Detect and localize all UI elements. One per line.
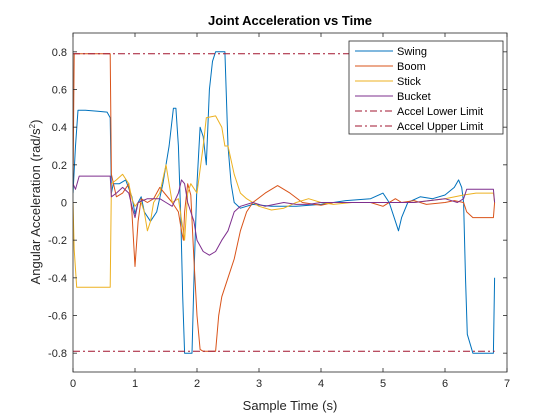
y-axis: -0.8 -0.6 -0.4 -0.2 0 0.2 0.4 0.6 0.8 <box>48 47 507 360</box>
x-axis: 0 1 2 3 4 5 6 7 <box>70 33 510 390</box>
x-tick-label: 2 <box>194 378 200 390</box>
x-axis-label: Sample Time (s) <box>243 398 338 413</box>
series-line-bucket <box>73 175 496 256</box>
x-tick-label: 0 <box>70 378 76 390</box>
x-tick-label: 7 <box>504 378 510 390</box>
legend: Swing Boom Stick Bucket Accel Lower Limit Acc… <box>348 40 504 135</box>
y-axis-label-superscript: 2 <box>28 123 37 128</box>
y-axis-label: Angular Acceleration (rad/s2) <box>28 120 43 285</box>
series-line-stick <box>73 115 496 288</box>
legend-entry-label: Accel Lower Limit <box>397 106 483 118</box>
legend-entry-label: Stick <box>397 76 421 88</box>
legend-box <box>348 40 504 135</box>
legend-entry-label: Boom <box>397 61 426 73</box>
y-tick-label: -0.6 <box>48 311 67 323</box>
y-axis-label-close: ) <box>28 120 43 124</box>
y-tick-label: 0 <box>61 198 67 210</box>
y-tick-label: -0.8 <box>48 348 67 360</box>
legend-entry-label: Bucket <box>397 91 431 103</box>
y-tick-label: 0.2 <box>52 160 67 172</box>
series-line-swing <box>73 51 496 354</box>
x-tick-label: 4 <box>318 378 324 390</box>
x-tick-label: 6 <box>442 378 448 390</box>
legend-entry-label: Accel Upper Limit <box>397 121 483 133</box>
y-tick-label: -0.4 <box>48 273 67 285</box>
x-tick-label: 3 <box>256 378 262 390</box>
x-tick-label: 1 <box>132 378 138 390</box>
y-tick-label: 0.8 <box>52 47 67 59</box>
x-tick-label: 5 <box>380 378 386 390</box>
y-tick-label: -0.2 <box>48 235 67 247</box>
y-tick-label: 0.4 <box>52 122 67 134</box>
y-tick-label: 0.6 <box>52 85 67 97</box>
y-axis-label-text: Angular Acceleration (rad/s <box>28 128 43 285</box>
chart-title: Joint Acceleration vs Time <box>208 13 372 28</box>
series-layer <box>73 51 496 354</box>
legend-entry-label: Swing <box>397 46 427 58</box>
